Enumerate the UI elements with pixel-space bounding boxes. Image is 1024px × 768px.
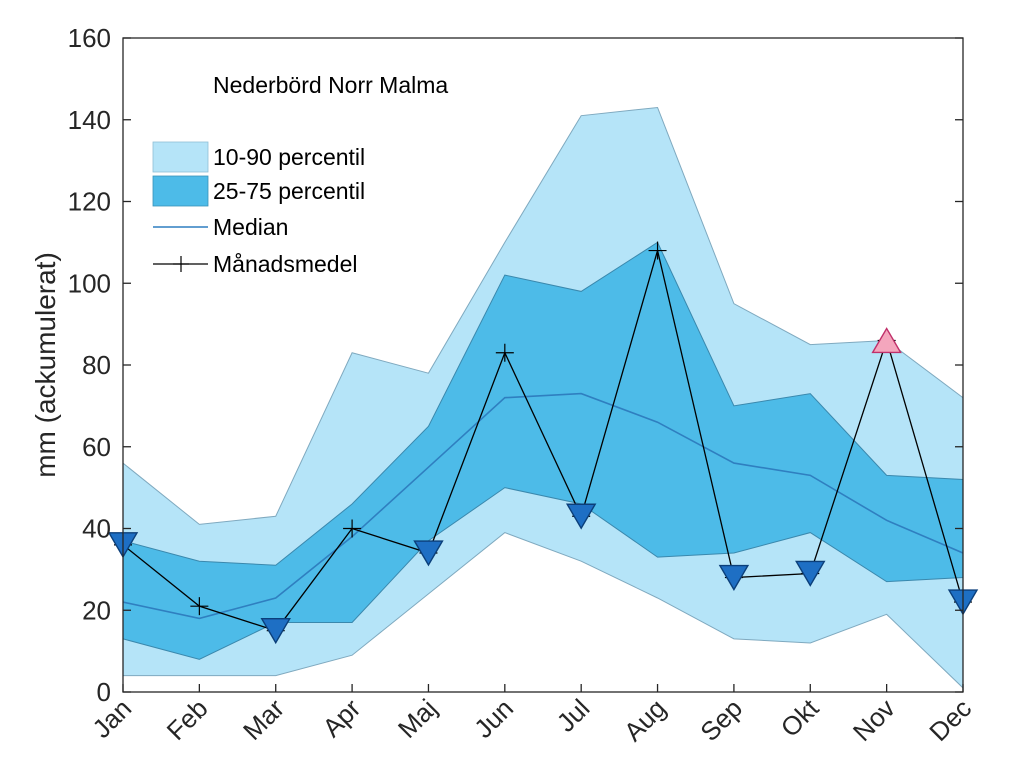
y-tick-label: 120 [68,187,111,217]
legend-swatch-inner-band [152,175,209,207]
mean-point-jul [565,503,597,530]
y-axis-label: mm (ackumulerat) [30,252,61,478]
mean-point-okt [795,560,826,587]
median-line [122,392,964,620]
mean-point-nov [871,327,902,354]
legend-label-inner-band: 25-75 percentil [213,178,365,204]
y-tick-label: 100 [68,268,111,298]
y-tick-label: 0 [97,677,111,707]
axes [122,37,964,693]
below-normal-marker [718,564,750,591]
y-tick-labels: 0 20 40 60 80 100 120 140 160 [68,23,111,707]
mean-point-apr [343,519,362,538]
mean-point-sep [718,564,750,591]
chart-title: Nederbörd Norr Malma [213,72,448,98]
mean-line [122,247,964,632]
legend-label-median: Median [213,214,288,240]
mean-point-jun [495,343,514,362]
legend-label-mean: Månadsmedel [213,251,357,277]
mean-point-feb [190,597,209,616]
below-normal-marker [795,560,826,587]
mean-point-aug [648,241,667,260]
above-normal-marker [871,327,902,354]
legend-swatch-outer-band [152,141,209,173]
legend: 10-90 percentil 25-75 percentil Median M… [152,141,365,277]
y-tick-label: 40 [82,514,111,544]
y-tick-label: 20 [82,595,111,625]
mean-point-mar [260,617,291,645]
below-normal-marker [565,503,597,530]
median-series [122,392,964,620]
y-tick-label: 60 [82,432,111,462]
below-normal-marker [260,617,291,645]
y-tick-label: 140 [68,105,111,135]
mean-point-maj [413,540,444,567]
y-tick-label: 160 [68,23,111,53]
y-tick-label: 80 [82,350,111,380]
below-normal-marker [413,540,444,567]
legend-label-outer-band: 10-90 percentil [213,144,365,170]
